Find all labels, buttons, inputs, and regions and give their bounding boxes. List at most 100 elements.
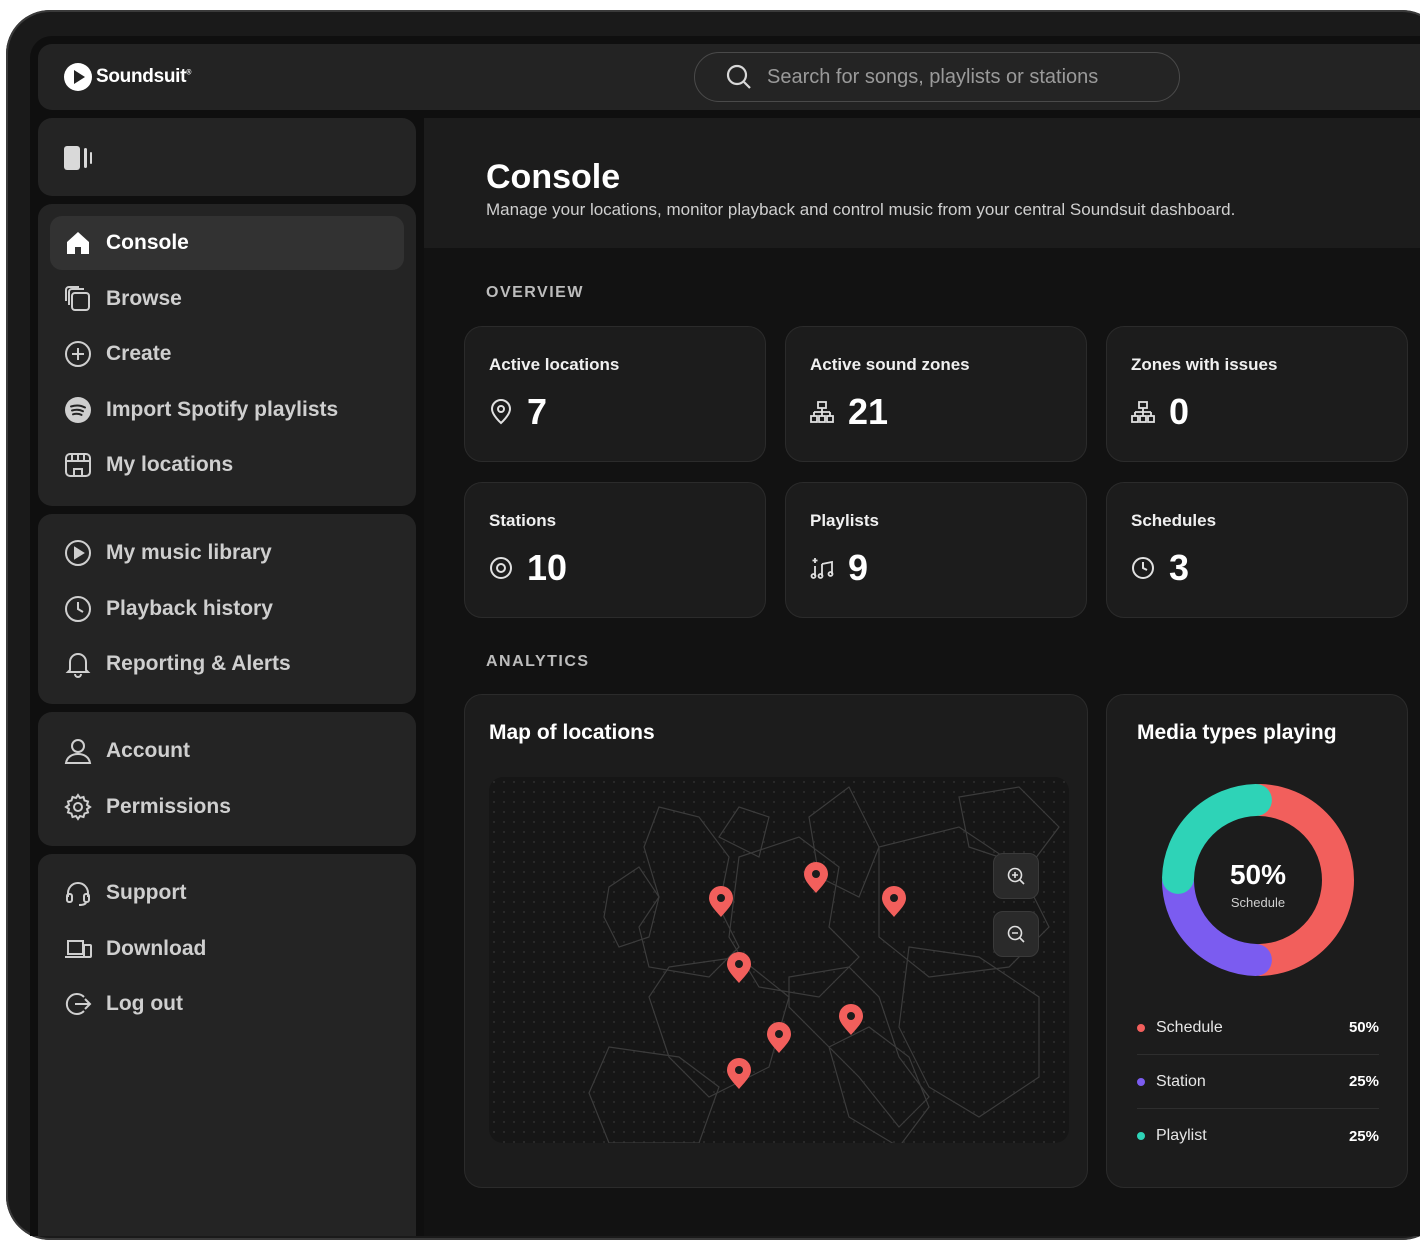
- map-card: Map of locations: [464, 694, 1088, 1188]
- sidebar-group-support: Support Download Log out: [38, 854, 416, 1236]
- plus-circle-icon: [64, 340, 92, 368]
- sidebar-item-label: Console: [106, 231, 189, 254]
- clock-icon: [1132, 557, 1154, 579]
- map-title: Map of locations: [489, 721, 655, 744]
- sidebar-group-account: Account Permissions: [38, 712, 416, 846]
- sidebar-item-logout[interactable]: Log out: [50, 977, 404, 1031]
- search-input[interactable]: [767, 65, 1147, 89]
- legend-dot: [1137, 1132, 1145, 1140]
- donut-segment-schedule: [1244, 784, 1354, 976]
- donut-segment-station: [1162, 866, 1272, 976]
- card-title: Zones with issues: [1131, 355, 1278, 374]
- zoom-in-icon: [1007, 867, 1025, 885]
- card-value: 21: [848, 391, 889, 432]
- sidebar-item-label: Support: [106, 881, 187, 904]
- sidebar-collapse-icon[interactable]: [62, 142, 94, 174]
- donut-center-value: 50%: [1229, 859, 1287, 890]
- play-circle-icon: [64, 539, 92, 567]
- card-value: 0: [1169, 391, 1190, 432]
- media-types-donut-chart: [1162, 784, 1354, 976]
- locations-map[interactable]: [489, 777, 1069, 1143]
- map-pins: [709, 862, 906, 1089]
- spotify-icon: [64, 396, 92, 424]
- clock-icon: [64, 595, 92, 623]
- zones-icon: [1131, 401, 1155, 423]
- page-subtitle: Manage your locations, monitor playback …: [486, 200, 1236, 219]
- sidebar-item-permissions[interactable]: Permissions: [50, 780, 404, 834]
- sidebar-item-import-spotify[interactable]: Import Spotify playlists: [50, 383, 404, 437]
- card-playlists[interactable]: Playlists 9: [785, 482, 1087, 618]
- playlist-icon: [810, 558, 834, 579]
- location-pin-marker[interactable]: [709, 886, 733, 917]
- search-icon: [726, 64, 751, 89]
- soundsuit-logo[interactable]: Soundsuit®: [64, 63, 191, 91]
- card-active-locations[interactable]: Active locations 7: [464, 326, 766, 462]
- top-bar: Soundsuit®: [38, 44, 1420, 110]
- card-value: 7: [527, 391, 548, 432]
- media-types-title: Media types playing: [1137, 721, 1337, 744]
- sidebar-item-console[interactable]: Console: [50, 216, 404, 270]
- sidebar-item-playback-history[interactable]: Playback history: [50, 582, 404, 636]
- legend-value: 50%: [1348, 1019, 1379, 1036]
- zones-icon: [810, 401, 834, 423]
- zoom-out-button[interactable]: [993, 911, 1039, 957]
- user-icon: [64, 737, 92, 765]
- card-title: Active sound zones: [810, 355, 970, 374]
- sidebar-item-download[interactable]: Download: [50, 922, 404, 976]
- sidebar-item-label: My music library: [106, 541, 272, 564]
- gear-icon: [64, 793, 92, 821]
- sidebar-toggle-panel: [38, 118, 416, 196]
- location-pin-marker[interactable]: [727, 952, 751, 983]
- donut-segment-playlist: [1162, 784, 1272, 894]
- sidebar-item-label: Permissions: [106, 795, 231, 818]
- browse-icon: [64, 285, 92, 313]
- location-pin-marker[interactable]: [804, 862, 828, 893]
- location-pin-icon: [490, 399, 512, 425]
- legend-name: Station: [1156, 1072, 1206, 1090]
- headset-icon: [64, 879, 92, 907]
- location-pin-marker[interactable]: [839, 1004, 863, 1035]
- sidebar-item-create[interactable]: Create: [50, 327, 404, 381]
- page-title: Console: [486, 158, 621, 196]
- sidebar-item-label: Account: [106, 739, 190, 762]
- location-pin-marker[interactable]: [882, 886, 906, 917]
- overview-section-label: OVERVIEW: [486, 284, 584, 301]
- sidebar-item-account[interactable]: Account: [50, 724, 404, 778]
- location-pin-marker[interactable]: [727, 1058, 751, 1089]
- brand-name: Soundsuit: [96, 66, 187, 87]
- analytics-section-label: ANALYTICS: [486, 653, 590, 670]
- card-value: 9: [848, 547, 869, 588]
- card-title: Active locations: [489, 355, 620, 374]
- card-value: 10: [527, 547, 568, 588]
- zoom-in-button[interactable]: [993, 853, 1039, 899]
- location-pin-marker[interactable]: [767, 1022, 791, 1053]
- card-schedules[interactable]: Schedules 3: [1106, 482, 1408, 618]
- card-stations[interactable]: Stations 10: [464, 482, 766, 618]
- card-title: Schedules: [1131, 511, 1217, 530]
- media-types-card: Media types playing 50% Schedule Schedul…: [1106, 694, 1408, 1188]
- legend-row-playlist: Playlist 25%: [1137, 1109, 1379, 1163]
- sidebar-item-reporting-alerts[interactable]: Reporting & Alerts: [50, 637, 404, 691]
- legend-dot: [1137, 1077, 1145, 1086]
- sidebar-item-browse[interactable]: Browse: [50, 272, 404, 326]
- store-icon: [64, 451, 92, 479]
- app-screen: Soundsuit® Console: [30, 36, 1420, 1236]
- donut-center-label: Schedule: [1230, 895, 1286, 910]
- devices-icon: [64, 935, 92, 963]
- search-bar[interactable]: [694, 52, 1180, 102]
- card-value: 3: [1169, 547, 1190, 588]
- page-header: Console Manage your locations, monitor p…: [424, 118, 1420, 248]
- legend-name: Schedule: [1156, 1018, 1223, 1036]
- sidebar-item-my-locations[interactable]: My locations: [50, 438, 404, 492]
- legend-value: 25%: [1348, 1127, 1379, 1145]
- sidebar-item-support[interactable]: Support: [50, 866, 404, 920]
- card-zones-with-issues[interactable]: Zones with issues 0: [1106, 326, 1408, 462]
- logo-icon: [64, 63, 92, 91]
- brand-mark: ®: [186, 69, 192, 77]
- sidebar-item-label: Playback history: [106, 597, 273, 620]
- sidebar-item-my-music-library[interactable]: My music library: [50, 526, 404, 580]
- sidebar-item-label: Browse: [106, 287, 182, 310]
- main-content: Console Manage your locations, monitor p…: [424, 118, 1420, 1236]
- logout-icon: [64, 990, 92, 1018]
- card-active-sound-zones[interactable]: Active sound zones 21: [785, 326, 1087, 462]
